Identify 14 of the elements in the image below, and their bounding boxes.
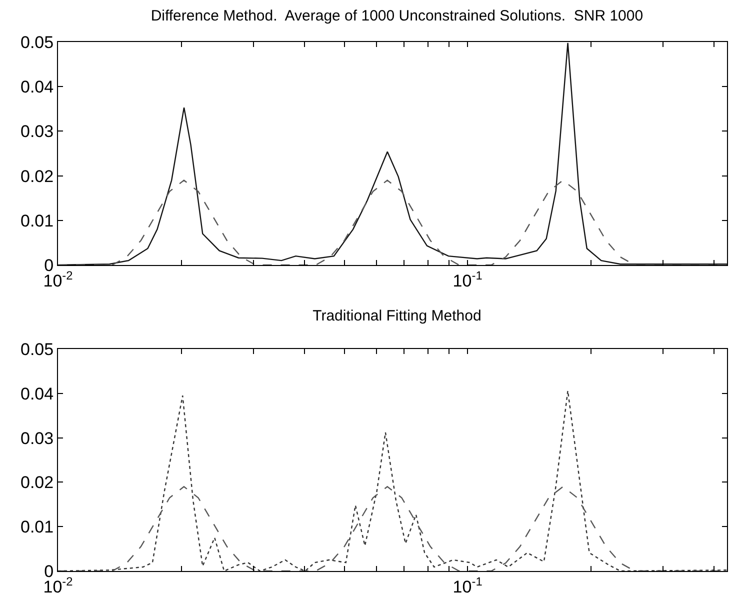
y-tick-label: 0.03 <box>20 122 54 142</box>
chart-title: Difference Method. Average of 1000 Unconstrained Solutions. SNR 1000 <box>150 8 644 24</box>
y-tick-label: 0.01 <box>20 211 54 230</box>
y-tick-label: 0.03 <box>20 428 54 448</box>
y-tick-label: 0.01 <box>20 518 54 537</box>
y-tick-label: 0.05 <box>20 340 54 359</box>
y-tick-label: 0.02 <box>20 473 54 492</box>
chart-title: Traditional Fitting Method <box>312 308 482 324</box>
x-tick-label: 10$^{-1}$ <box>452 574 483 596</box>
y-tick-label: 0.04 <box>20 78 54 97</box>
y-tick-label: 0.05 <box>20 32 54 52</box>
y-tick-label: 0.02 <box>20 166 54 186</box>
x-tick-label: 10$^{-1}$ <box>452 268 483 290</box>
y-tick-label: 0.04 <box>20 384 54 404</box>
